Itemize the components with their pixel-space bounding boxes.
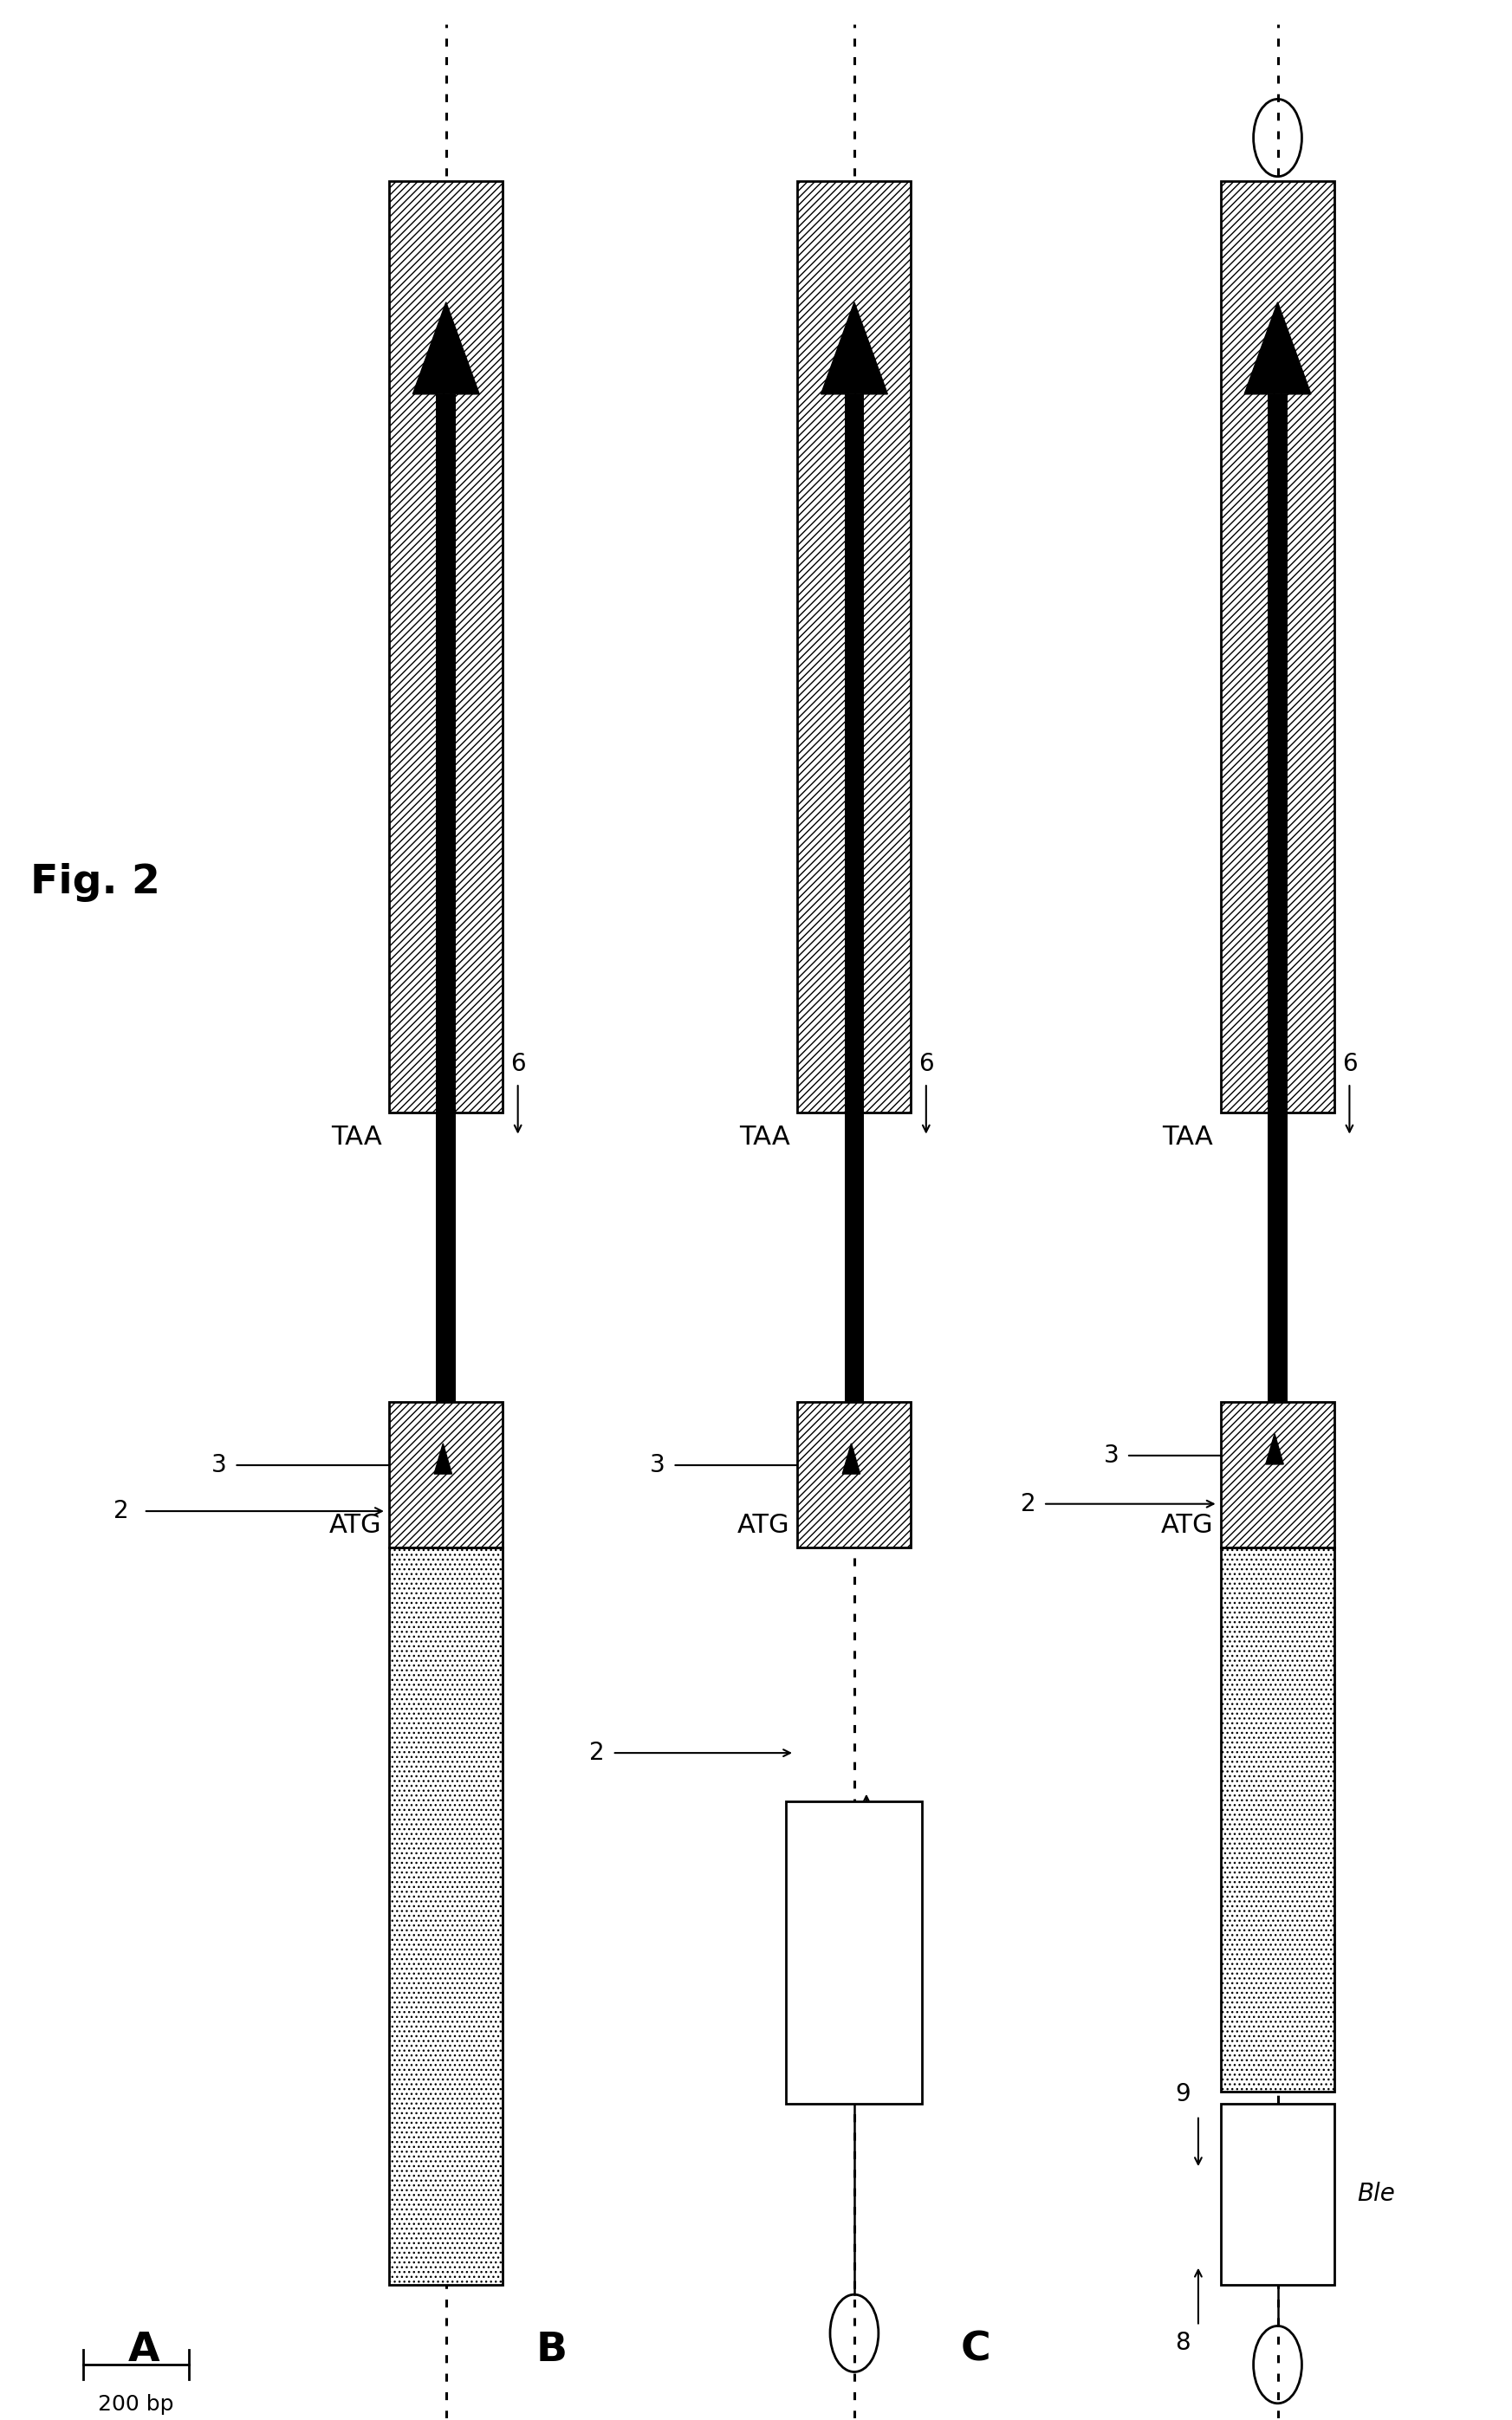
Text: 6: 6 [1343, 1053, 1358, 1077]
Text: TAA: TAA [739, 1125, 789, 1150]
Text: ATG: ATG [1161, 1512, 1213, 1537]
Bar [1222, 1401, 1334, 1546]
Polygon shape [1266, 1433, 1284, 1464]
Text: 2: 2 [590, 1740, 605, 1764]
Polygon shape [434, 1442, 452, 1474]
Text: 4: 4 [416, 895, 431, 920]
Text: 3: 3 [650, 1452, 665, 1476]
Text: Arg7: Arg7 [826, 1941, 883, 1965]
Polygon shape [1244, 302, 1311, 394]
Text: 6: 6 [510, 1053, 526, 1077]
Text: 8: 8 [1175, 2330, 1191, 2355]
Text: Ble: Ble [1358, 2183, 1396, 2207]
Bar [798, 1401, 910, 1546]
Text: 3: 3 [212, 1452, 227, 1476]
Bar [1222, 2103, 1334, 2284]
Polygon shape [413, 302, 479, 394]
Text: 4: 4 [1247, 895, 1263, 920]
Text: 4: 4 [824, 895, 839, 920]
Text: 9: 9 [1175, 2081, 1191, 2105]
Text: 5: 5 [1278, 840, 1293, 864]
Text: 1: 1 [1225, 1634, 1241, 1658]
Text: TAA: TAA [1163, 1125, 1213, 1150]
Text: 5: 5 [446, 840, 461, 864]
Bar [1222, 1546, 1334, 2091]
Bar [844, 394, 865, 1401]
Bar [390, 1401, 502, 1546]
Bar [1267, 394, 1287, 1401]
Bar [390, 182, 502, 1113]
Text: 3: 3 [1104, 1442, 1119, 1467]
Polygon shape [821, 302, 888, 394]
Bar [786, 1800, 922, 2103]
Text: 1: 1 [395, 1634, 411, 1658]
Text: B: B [537, 2330, 567, 2369]
Text: C: C [960, 2330, 990, 2369]
Text: 6: 6 [918, 1053, 934, 1077]
Text: Fig. 2: Fig. 2 [30, 864, 160, 903]
Text: A: A [129, 2330, 159, 2369]
Text: 200 bp: 200 bp [98, 2393, 174, 2415]
Bar [798, 182, 910, 1113]
Bar [1222, 182, 1334, 1113]
Text: 2: 2 [1021, 1491, 1036, 1515]
Bar [435, 394, 455, 1401]
Text: 5: 5 [854, 840, 869, 864]
Text: 7: 7 [875, 1849, 891, 1873]
Text: TAA: TAA [331, 1125, 381, 1150]
Polygon shape [842, 1442, 860, 1474]
Text: ATG: ATG [330, 1512, 381, 1537]
Text: 2: 2 [113, 1498, 129, 1522]
Bar [390, 1546, 502, 2284]
Text: ATG: ATG [738, 1512, 789, 1537]
